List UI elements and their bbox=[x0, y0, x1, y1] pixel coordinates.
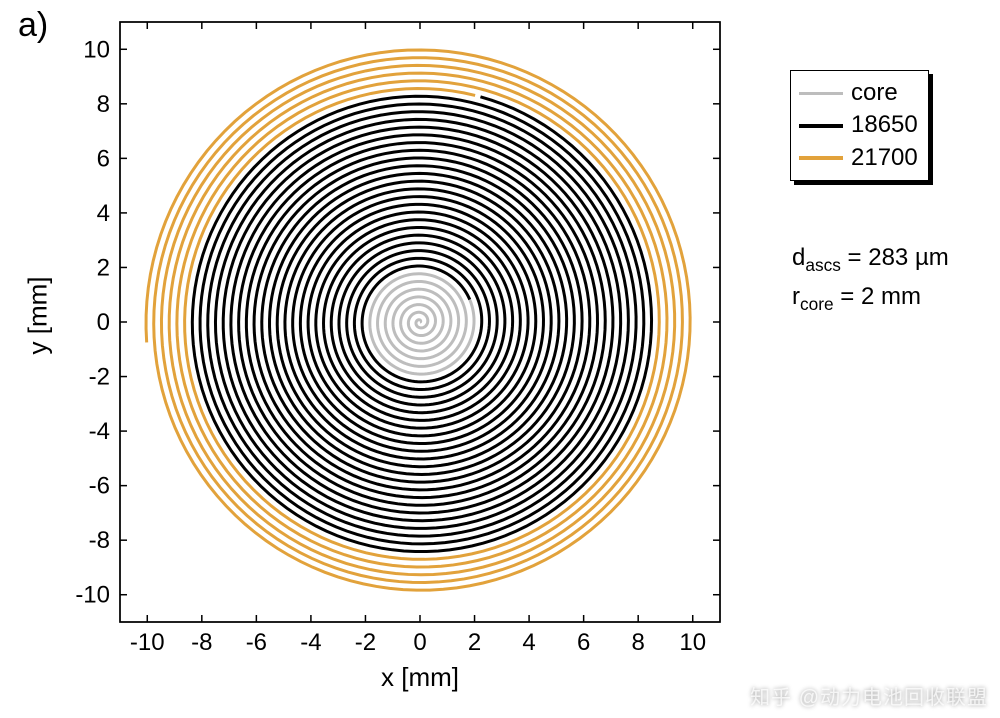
svg-text:-4: -4 bbox=[300, 629, 321, 656]
svg-text:4: 4 bbox=[522, 629, 535, 656]
svg-text:-2: -2 bbox=[89, 364, 110, 391]
legend-item-core: core bbox=[799, 77, 918, 109]
svg-text:8: 8 bbox=[97, 91, 110, 118]
svg-text:8: 8 bbox=[632, 629, 645, 656]
svg-text:-8: -8 bbox=[191, 629, 212, 656]
legend-label: 21700 bbox=[851, 142, 918, 174]
svg-text:10: 10 bbox=[83, 36, 110, 63]
legend-swatch bbox=[799, 92, 843, 95]
svg-text:-8: -8 bbox=[89, 527, 110, 554]
svg-text:-6: -6 bbox=[89, 473, 110, 500]
svg-text:0: 0 bbox=[97, 309, 110, 336]
svg-text:6: 6 bbox=[577, 629, 590, 656]
svg-text:-2: -2 bbox=[355, 629, 376, 656]
svg-text:10: 10 bbox=[679, 629, 706, 656]
svg-text:4: 4 bbox=[97, 200, 110, 227]
watermark: 知乎 @动力电池回收联盟 bbox=[750, 681, 988, 710]
svg-text:-10: -10 bbox=[75, 582, 110, 609]
spiral-plot: -10 -8 -6 -4 -2 0 2 4 6 8 10 -10 -8 -6 -4 -2 0 2 4 6 8 10 bbox=[0, 0, 740, 700]
param-r-core: rcore = 2 mm bbox=[792, 279, 949, 318]
legend-item-21700: 21700 bbox=[799, 142, 918, 174]
param-annotations: dascs = 283 µm rcore = 2 mm bbox=[792, 240, 949, 317]
svg-text:6: 6 bbox=[97, 145, 110, 172]
svg-text:-4: -4 bbox=[89, 418, 110, 445]
svg-text:-6: -6 bbox=[246, 629, 267, 656]
legend-label: 18650 bbox=[851, 109, 918, 141]
legend-swatch bbox=[799, 124, 843, 128]
legend-item-18650: 18650 bbox=[799, 109, 918, 141]
svg-text:2: 2 bbox=[468, 629, 481, 656]
legend: core1865021700 bbox=[790, 70, 929, 181]
legend-swatch bbox=[799, 156, 843, 160]
svg-text:0: 0 bbox=[413, 629, 426, 656]
svg-text:2: 2 bbox=[97, 254, 110, 281]
param-d-ascs: dascs = 283 µm bbox=[792, 240, 949, 279]
legend-label: core bbox=[851, 77, 898, 109]
svg-text:-10: -10 bbox=[130, 629, 165, 656]
